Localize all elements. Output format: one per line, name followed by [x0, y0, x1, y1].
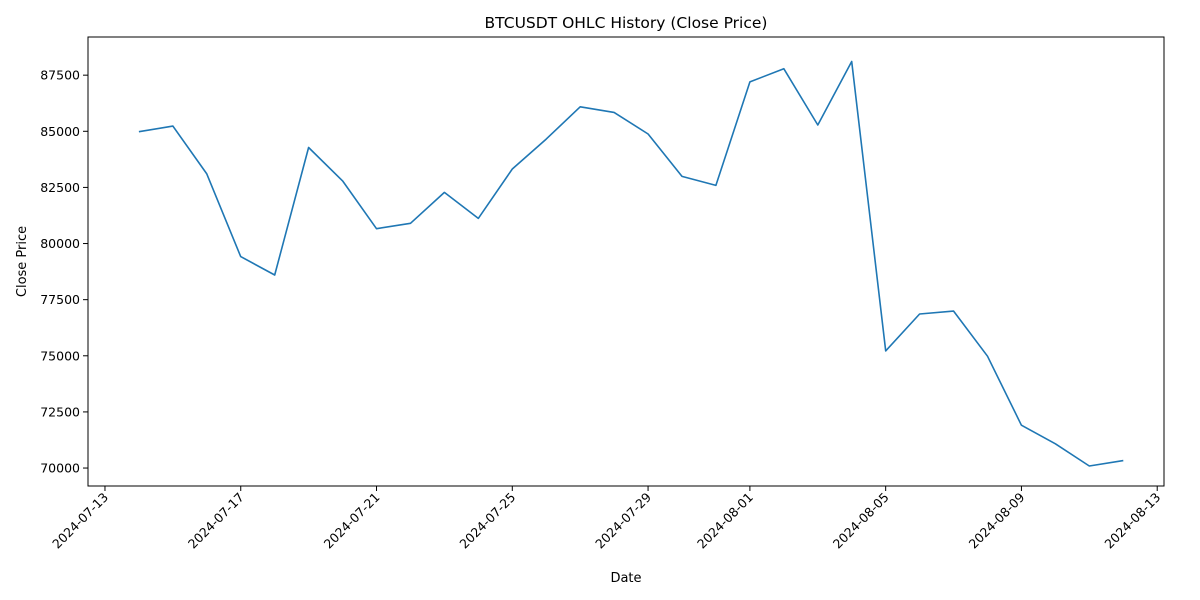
y-tick-label: 72500 — [40, 404, 80, 419]
x-tick-label: 2024-07-21 — [321, 490, 383, 552]
x-tick-label: 2024-08-09 — [966, 489, 1028, 551]
x-axis-label: Date — [610, 571, 641, 586]
y-tick-label: 85000 — [40, 124, 80, 139]
close-price-line — [138, 60, 1124, 467]
y-axis-label: Close Price — [15, 226, 30, 297]
chart-title: BTCUSDT OHLC History (Close Price) — [485, 14, 768, 32]
y-tick-label: 82500 — [40, 180, 80, 195]
plot-frame — [87, 36, 1165, 487]
x-tick-label: 2024-08-01 — [694, 490, 756, 552]
x-tick-label: 2024-07-25 — [456, 490, 518, 552]
y-tick-label: 77500 — [40, 292, 80, 307]
x-tick-label: 2024-08-13 — [1101, 490, 1163, 552]
x-tick-label: 2024-07-17 — [185, 490, 247, 552]
y-tick-label: 70000 — [40, 461, 80, 476]
x-tick-label: 2024-08-05 — [830, 490, 892, 552]
x-tick-label: 2024-07-13 — [49, 490, 111, 552]
y-tick-label: 80000 — [40, 236, 80, 251]
y-axis-ticks: 70000 72500 75000 77500 80000 82500 85000 87500 — [40, 68, 88, 476]
x-axis-ticks: 2024-07-13 2024-07-17 2024-07-21 2024-07-25… — [49, 486, 1163, 551]
y-tick-label: 87500 — [40, 68, 80, 83]
x-tick-label: 2024-07-29 — [592, 489, 654, 551]
y-tick-label: 75000 — [40, 348, 80, 363]
